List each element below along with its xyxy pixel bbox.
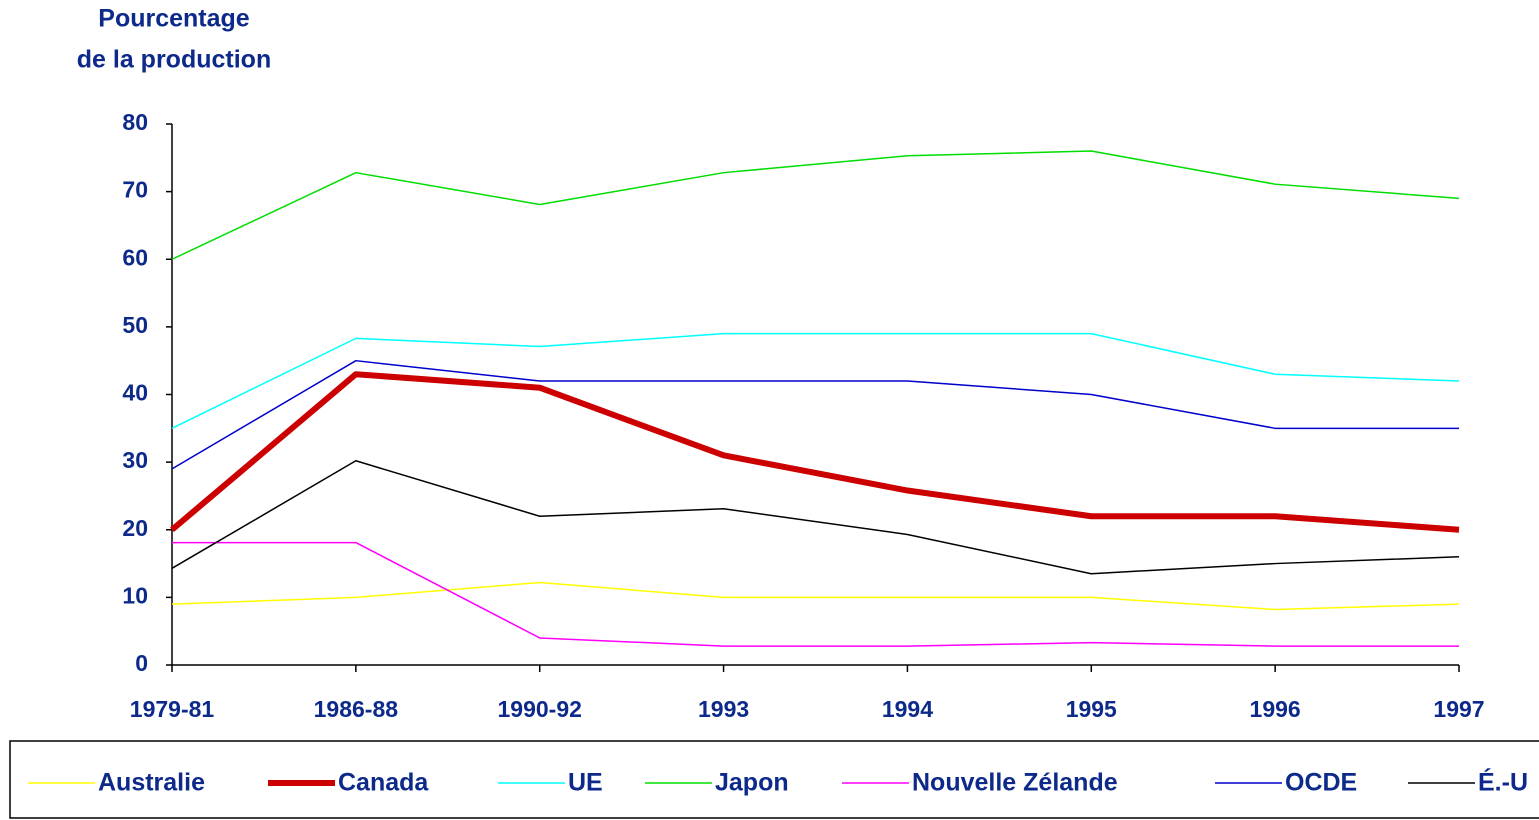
legend-label: OCDE [1285, 769, 1357, 797]
y-axis-title: Pourcentage [98, 5, 250, 33]
series-line [171, 332, 1460, 429]
series-line [171, 150, 1460, 260]
y-tick-label: 30 [122, 447, 148, 473]
y-tick-label: 50 [122, 312, 148, 338]
legend-label: Japon [715, 769, 789, 797]
x-tick-label: 1990-92 [498, 696, 582, 722]
series-line [171, 581, 1460, 611]
y-tick-label: 80 [122, 109, 148, 135]
x-tick-label: 1993 [698, 696, 749, 722]
x-tick-label: 1979-81 [130, 696, 215, 722]
y-tick-label: 40 [122, 380, 148, 406]
y-axis-title: de la production [77, 46, 271, 74]
legend-label: Australie [98, 769, 205, 797]
x-tick-label: 1994 [882, 696, 933, 722]
series-line [171, 359, 1459, 470]
y-tick-label: 70 [122, 177, 148, 203]
x-tick-label: 1995 [1066, 696, 1117, 722]
legend-label: Canada [338, 769, 429, 797]
legend-label: Nouvelle Zélande [912, 769, 1118, 797]
y-tick-label: 10 [122, 582, 148, 608]
x-tick-label: 1997 [1433, 696, 1484, 722]
series-line [170, 371, 1460, 533]
legend-label: UE [568, 769, 603, 797]
x-tick-label: 1996 [1250, 696, 1301, 722]
y-tick-label: 0 [135, 650, 148, 676]
y-tick-label: 60 [122, 244, 148, 270]
series-line [171, 460, 1460, 575]
y-tick-label: 20 [122, 515, 148, 541]
legend-label: É.-U [1478, 768, 1528, 797]
x-tick-label: 1986-88 [314, 696, 399, 722]
series-line [172, 541, 1459, 647]
legend-box [9, 740, 1539, 819]
